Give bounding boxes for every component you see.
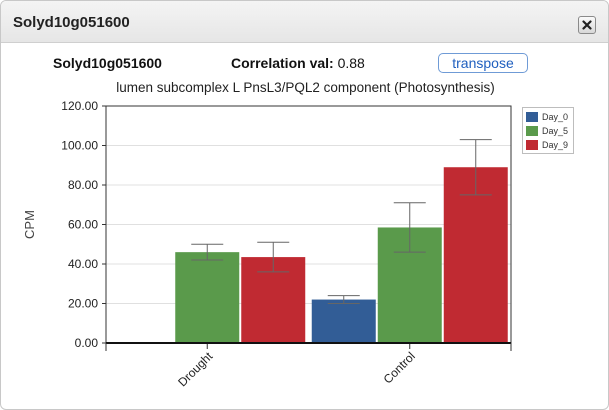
correlation: Correlation val: 0.88 xyxy=(231,55,365,71)
transpose-button[interactable]: transpose xyxy=(438,53,528,73)
gene-description: lumen subcomplex L PnsL3/PQL2 component … xyxy=(116,80,495,95)
legend-swatch-day9 xyxy=(526,140,538,150)
legend-swatch-day5 xyxy=(526,126,538,136)
close-button[interactable] xyxy=(578,16,596,34)
correlation-label: Correlation val: xyxy=(231,55,334,71)
x-tick-label: Drought xyxy=(175,349,216,390)
close-icon xyxy=(582,20,592,30)
correlation-value: 0.88 xyxy=(337,55,365,71)
y-tick-label: 120.00 xyxy=(61,99,98,113)
y-tick-label: 0.00 xyxy=(75,336,99,350)
gene-id: Solyd10g051600 xyxy=(53,55,162,71)
bar xyxy=(175,252,240,343)
y-tick-label: 40.00 xyxy=(68,257,98,271)
dialog-title: Solyd10g051600 xyxy=(13,14,130,31)
gene-info-row: Solyd10g051600 Correlation val: 0.88 tra… xyxy=(1,53,608,75)
legend-label-day0: Day_0 xyxy=(542,112,569,122)
y-tick-label: 100.00 xyxy=(61,139,98,153)
x-tick-label: Control xyxy=(381,349,418,386)
y-tick-label: 80.00 xyxy=(68,178,98,192)
chart-legend: Day_0 Day_5 Day_9 xyxy=(522,107,574,154)
y-axis-label: CPM xyxy=(22,210,37,239)
dialog-titlebar: Solyd10g051600 xyxy=(1,1,608,43)
legend-label-day5: Day_5 xyxy=(542,126,569,136)
y-tick-label: 20.00 xyxy=(68,297,98,311)
bar xyxy=(311,299,376,343)
legend-swatch-day0 xyxy=(526,112,538,122)
legend-label-day9: Day_9 xyxy=(542,140,569,150)
bar xyxy=(443,167,508,343)
y-tick-label: 60.00 xyxy=(68,218,98,232)
